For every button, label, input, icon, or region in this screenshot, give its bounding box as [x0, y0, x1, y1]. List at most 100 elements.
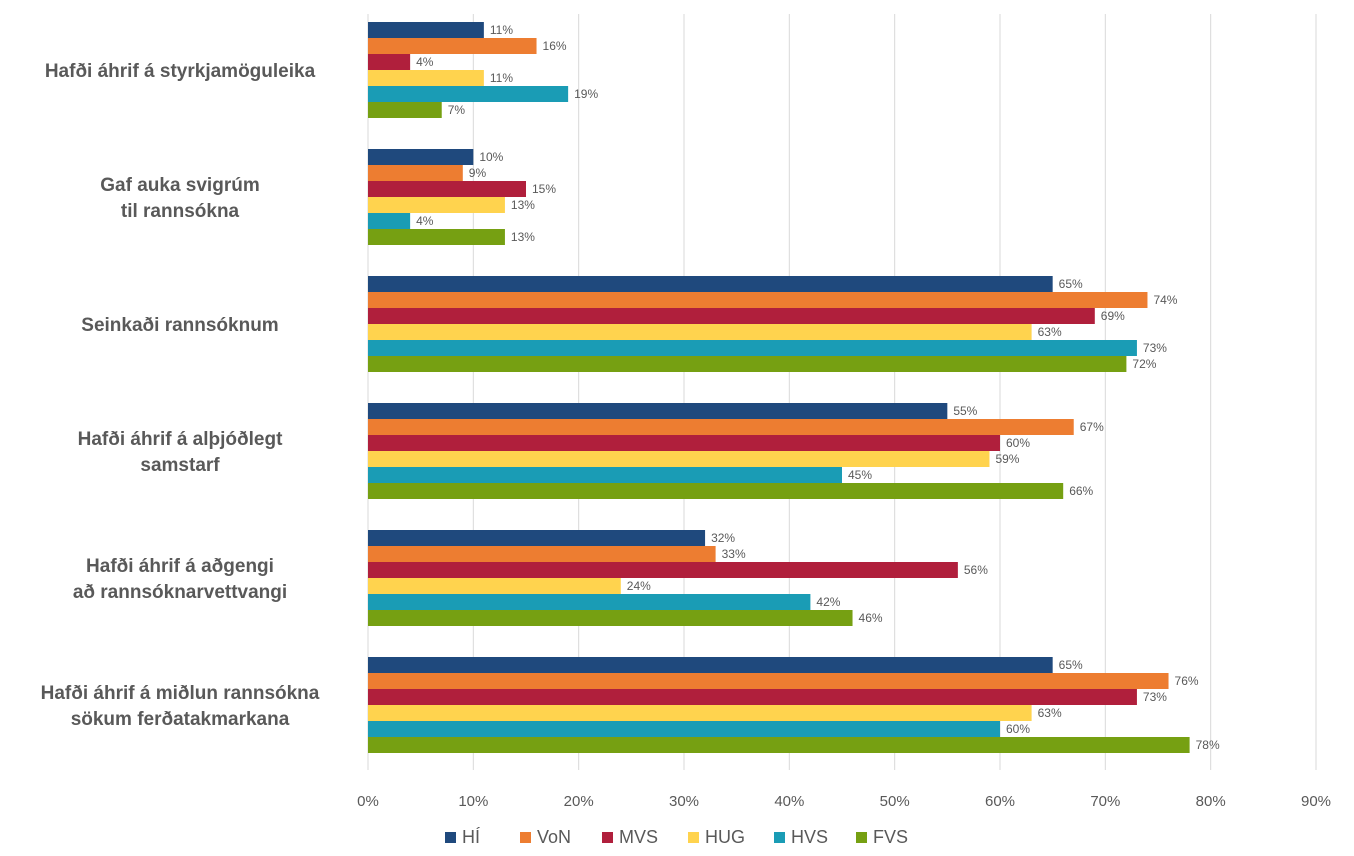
bar — [368, 292, 1148, 308]
data-label: 11% — [490, 23, 513, 37]
x-axis-tick-labels: 0% 10% 20% 30% 40% 50% 60% 70% 80% 90% — [357, 793, 1331, 810]
legend-item[interactable]: HÍ — [445, 827, 480, 847]
data-label: 63% — [1038, 706, 1062, 720]
data-label: 67% — [1080, 420, 1104, 434]
category-label: Hafði áhrif á aðgengi að rannsóknarvettva… — [73, 556, 287, 603]
legend[interactable]: HÍ VoN MVS HUG HVS FVS — [445, 827, 908, 847]
data-label: 45% — [848, 468, 872, 482]
x-tick-label: 70% — [1090, 793, 1120, 810]
data-label: 16% — [543, 39, 567, 53]
legend-swatch — [602, 832, 613, 843]
bar — [368, 578, 621, 594]
category-label: Hafði áhrif á styrkjamöguleika — [45, 61, 316, 82]
bar — [368, 705, 1032, 721]
bar — [368, 530, 706, 546]
legend-label: FVS — [873, 827, 908, 847]
bar — [368, 276, 1053, 292]
legend-swatch — [688, 832, 699, 843]
data-label: 42% — [816, 595, 840, 609]
legend-swatch — [856, 832, 867, 843]
data-label: 15% — [532, 182, 556, 196]
data-label: 60% — [1006, 436, 1030, 450]
data-label: 63% — [1038, 325, 1062, 339]
bar — [368, 403, 948, 419]
x-tick-label: 0% — [357, 793, 379, 810]
bar — [368, 546, 716, 562]
data-label: 10% — [479, 150, 503, 164]
data-label: 60% — [1006, 722, 1030, 736]
bar — [368, 54, 411, 70]
bar — [368, 689, 1137, 705]
data-label: 32% — [711, 531, 735, 545]
data-label: 59% — [995, 452, 1019, 466]
data-label: 66% — [1069, 484, 1093, 498]
data-label: 19% — [574, 87, 598, 101]
x-tick-label: 80% — [1196, 793, 1226, 810]
bar — [368, 451, 990, 467]
bar — [368, 340, 1137, 356]
data-labels: 11% 16% 4% 11% 19% 7% 10% 9% 15% 13% 4% 13% 65% 74% 69… — [416, 23, 1220, 752]
legend-swatch — [445, 832, 456, 843]
bar — [368, 86, 569, 102]
bar — [368, 435, 1000, 451]
legend-item[interactable]: FVS — [856, 827, 908, 847]
x-tick-label: 20% — [564, 793, 594, 810]
bar — [368, 213, 411, 229]
bar — [368, 721, 1000, 737]
bar — [368, 229, 505, 245]
legend-item[interactable]: VoN — [520, 827, 571, 847]
data-label: 13% — [511, 198, 535, 212]
data-label: 7% — [448, 103, 466, 117]
bar — [368, 165, 463, 181]
bar — [368, 102, 442, 118]
data-label: 13% — [511, 230, 535, 244]
bar — [368, 181, 526, 197]
category-label: Hafði áhrif á miðlun rannsókna sökum ferð… — [41, 683, 320, 730]
bar — [368, 197, 505, 213]
data-label: 65% — [1059, 277, 1083, 291]
data-label: 74% — [1153, 293, 1177, 307]
data-label: 76% — [1175, 674, 1199, 688]
bar — [368, 356, 1127, 372]
bar — [368, 673, 1169, 689]
category-labels: Hafði áhrif á styrkjamöguleika Gaf auka s… — [41, 61, 320, 730]
bar — [368, 308, 1095, 324]
data-label: 4% — [416, 55, 434, 69]
data-label: 33% — [722, 547, 746, 561]
bar — [368, 483, 1064, 499]
bar — [368, 467, 842, 483]
x-tick-label: 50% — [880, 793, 910, 810]
x-tick-label: 30% — [669, 793, 699, 810]
x-tick-label: 10% — [458, 793, 488, 810]
x-tick-label: 90% — [1301, 793, 1331, 810]
legend-item[interactable]: MVS — [602, 827, 658, 847]
data-label: 72% — [1132, 357, 1156, 371]
bar — [368, 419, 1074, 435]
bar — [368, 324, 1032, 340]
legend-swatch — [774, 832, 785, 843]
bar — [368, 737, 1190, 753]
x-tick-label: 40% — [774, 793, 804, 810]
legend-label: MVS — [619, 827, 658, 847]
x-tick-label: 60% — [985, 793, 1015, 810]
legend-label: HUG — [705, 827, 745, 847]
data-label: 56% — [964, 563, 988, 577]
category-label: Gaf auka svigrúm til rannsókna — [100, 175, 259, 222]
bar — [368, 657, 1053, 673]
data-label: 69% — [1101, 309, 1125, 323]
legend-item[interactable]: HVS — [774, 827, 828, 847]
category-label: Seinkaði rannsóknum — [81, 315, 278, 336]
bar — [368, 22, 484, 38]
bar — [368, 70, 484, 86]
category-label: Hafði áhrif á alþjóðlegt samstarf — [78, 429, 283, 476]
bar — [368, 594, 811, 610]
gridlines — [367, 14, 1317, 770]
data-label: 55% — [953, 404, 977, 418]
bars — [368, 22, 1190, 753]
data-label: 78% — [1196, 738, 1220, 752]
data-label: 9% — [469, 166, 487, 180]
bar — [368, 610, 853, 626]
bar — [368, 149, 474, 165]
legend-item[interactable]: HUG — [688, 827, 745, 847]
